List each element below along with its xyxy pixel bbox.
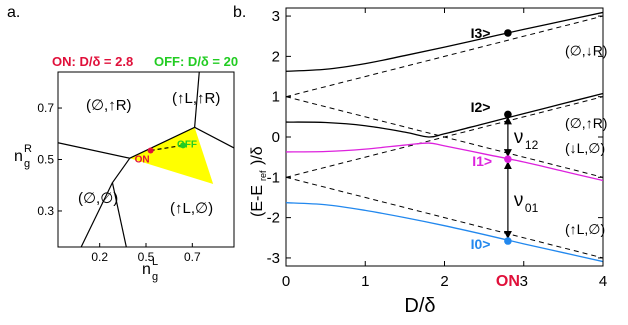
config-label: (↑L,∅)	[565, 221, 605, 237]
panel-a-xlabel: n g L	[142, 256, 158, 283]
y-tick-label: 0.5	[37, 153, 54, 167]
transition-arrows: ν 12ν 01	[503, 116, 539, 240]
ylabel-sup: R	[24, 143, 32, 155]
region-boundaries: ON OFF	[57, 71, 235, 248]
state-point	[504, 237, 512, 245]
y-tick-label: 2	[272, 48, 280, 65]
panel-a-ylabel: n g R	[14, 143, 32, 170]
series-line	[285, 202, 604, 263]
y-tick-label: 0	[272, 129, 280, 146]
region-label-upL-upR: (↑L,↑R)	[172, 90, 220, 107]
boundary-line	[129, 126, 195, 159]
dashed-asymptote	[285, 15, 604, 98]
on-off-dashed-line	[150, 144, 184, 152]
region-label-upL-empty: (↑L,∅)	[170, 200, 213, 217]
config-label: (↓L,∅)	[565, 140, 605, 156]
x-tick-label: 2	[440, 273, 448, 290]
state-point	[504, 29, 512, 37]
panel-b-xlabel: D/δ	[404, 295, 435, 317]
ylabel-end: )/δ	[249, 146, 266, 165]
x-tick-label: 3	[520, 273, 528, 290]
highlight-triangle	[129, 127, 214, 184]
ylabel-main: (E-E	[249, 185, 266, 217]
panel-b-label: b.	[233, 4, 246, 21]
x-tick-label: 0	[282, 273, 290, 290]
boundary-line	[111, 182, 127, 248]
boundary-line	[57, 142, 130, 159]
state-label: I3>	[471, 25, 491, 41]
transition-label: ν	[514, 127, 524, 148]
transition-label-sub: 01	[525, 201, 539, 215]
xlabel-sub: g	[152, 271, 158, 283]
dashed-asymptote	[285, 96, 604, 178]
on-point-label: ON	[135, 154, 150, 165]
series-line	[285, 92, 604, 138]
x-tick-label: 4	[599, 273, 607, 290]
panel-a: ON: D/δ = 2.8 OFF: D/δ = 20 ON OFF 0.2 0.5…	[14, 54, 238, 283]
x-tick-label: 0.7	[184, 250, 201, 264]
state-point	[504, 155, 512, 163]
y-tick-label: -1	[267, 169, 280, 186]
series-line	[285, 11, 604, 72]
state-point	[504, 110, 512, 119]
ylabel-main: n	[14, 148, 23, 165]
y-tick-label: 0.3	[37, 204, 54, 218]
on-legend-text: ON: D/δ = 2.8	[52, 54, 133, 69]
panel-b-ylabel: (E-E ref )/δ	[249, 146, 268, 217]
y-tick-label: 3	[272, 8, 280, 25]
region-label-empty-upR: (∅,↑R)	[86, 97, 132, 114]
boundary-line	[80, 182, 113, 248]
x-tick-label: 0.2	[91, 250, 108, 264]
state-points	[504, 29, 512, 245]
series-lines	[285, 11, 604, 263]
config-label: (∅,↓R)	[565, 42, 608, 58]
series-line	[285, 142, 604, 182]
dashed-asymptote	[285, 176, 604, 259]
dashed-lines	[285, 15, 604, 259]
boundary-line	[194, 126, 235, 149]
panel-b-labels: I3> I2> I1> I0> (∅,↓R) (∅,↑R) (↓L,∅) (↑L,∅) ON	[471, 25, 608, 290]
transition-label-sub: 12	[525, 138, 539, 152]
x-tick-label: 0.5	[138, 250, 155, 264]
transition-label: ν	[514, 190, 524, 211]
off-legend-text: OFF: D/δ = 20	[154, 54, 238, 69]
state-label: I2>	[471, 99, 491, 115]
off-point	[180, 142, 187, 149]
y-tick-label: 1	[272, 89, 280, 106]
y-tick-label: 0.7	[37, 101, 54, 115]
on-marker-label: ON	[496, 273, 520, 290]
config-label: (∅,↑R)	[565, 115, 608, 131]
boundary-line	[194, 71, 200, 128]
ylabel-sub: g	[24, 158, 30, 170]
xlabel-sup: L	[152, 256, 158, 268]
y-tick-label: -3	[267, 250, 280, 267]
y-tick-label: -2	[267, 210, 280, 227]
ylabel-sub: ref	[258, 170, 268, 181]
state-label: I1>	[472, 153, 492, 169]
x-tick-label: 1	[361, 273, 369, 290]
region-label-empty-empty: (∅,∅)	[78, 190, 118, 207]
off-point-label: OFF	[177, 139, 197, 150]
state-label: I0>	[471, 236, 491, 252]
boundary-line	[111, 157, 131, 184]
on-point	[147, 147, 154, 154]
panel-a-ticks: 0.2 0.5 0.7 0.3 0.5 0.7	[37, 101, 201, 264]
panel-a-label: a.	[7, 4, 20, 21]
xlabel-main: n	[142, 261, 151, 278]
